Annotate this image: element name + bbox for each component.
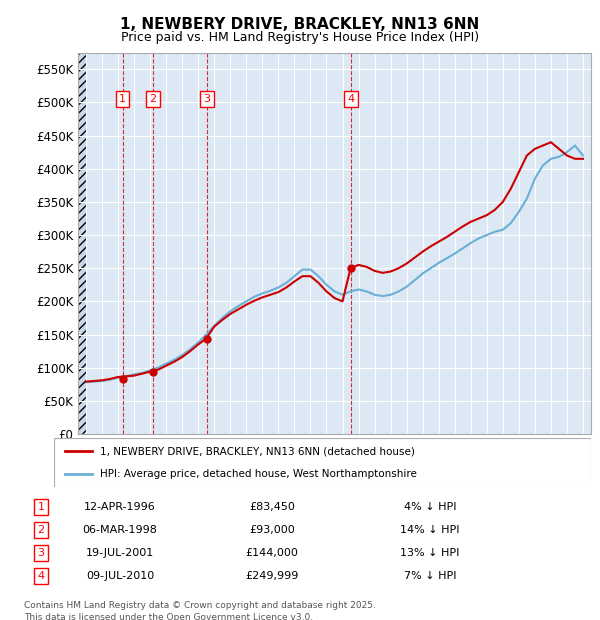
Text: This data is licensed under the Open Government Licence v3.0.: This data is licensed under the Open Gov… xyxy=(24,613,313,620)
Text: 06-MAR-1998: 06-MAR-1998 xyxy=(82,525,157,535)
Text: 1: 1 xyxy=(119,94,126,104)
Text: 2: 2 xyxy=(37,525,44,535)
Text: Price paid vs. HM Land Registry's House Price Index (HPI): Price paid vs. HM Land Registry's House … xyxy=(121,31,479,44)
Text: 1, NEWBERY DRIVE, BRACKLEY, NN13 6NN (detached house): 1, NEWBERY DRIVE, BRACKLEY, NN13 6NN (de… xyxy=(100,446,415,456)
Text: 7% ↓ HPI: 7% ↓ HPI xyxy=(404,571,457,581)
Text: 3: 3 xyxy=(37,548,44,558)
Text: £93,000: £93,000 xyxy=(249,525,295,535)
Text: 1: 1 xyxy=(37,502,44,512)
Text: 14% ↓ HPI: 14% ↓ HPI xyxy=(400,525,460,535)
Text: 09-JUL-2010: 09-JUL-2010 xyxy=(86,571,154,581)
Bar xyxy=(78,53,86,434)
Text: 4: 4 xyxy=(37,571,44,581)
FancyBboxPatch shape xyxy=(54,438,591,487)
Text: 4: 4 xyxy=(347,94,355,104)
Text: 19-JUL-2001: 19-JUL-2001 xyxy=(86,548,154,558)
Text: 2: 2 xyxy=(149,94,157,104)
Text: £249,999: £249,999 xyxy=(245,571,299,581)
Text: £144,000: £144,000 xyxy=(246,548,299,558)
Text: 12-APR-1996: 12-APR-1996 xyxy=(84,502,156,512)
Text: 13% ↓ HPI: 13% ↓ HPI xyxy=(400,548,460,558)
Text: 4% ↓ HPI: 4% ↓ HPI xyxy=(404,502,457,512)
Text: £83,450: £83,450 xyxy=(249,502,295,512)
Text: 3: 3 xyxy=(203,94,211,104)
Text: Contains HM Land Registry data © Crown copyright and database right 2025.: Contains HM Land Registry data © Crown c… xyxy=(24,601,376,611)
Text: 1, NEWBERY DRIVE, BRACKLEY, NN13 6NN: 1, NEWBERY DRIVE, BRACKLEY, NN13 6NN xyxy=(121,17,479,32)
Text: HPI: Average price, detached house, West Northamptonshire: HPI: Average price, detached house, West… xyxy=(100,469,416,479)
